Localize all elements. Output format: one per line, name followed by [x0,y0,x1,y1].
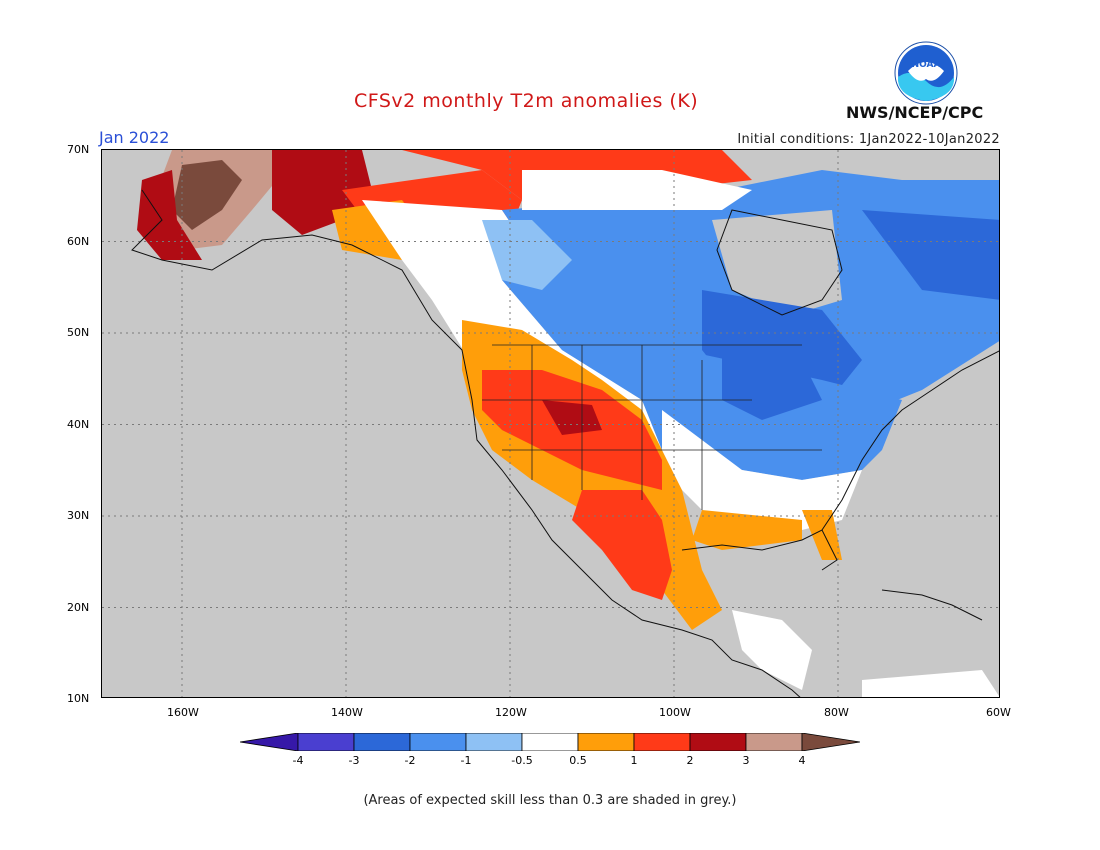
colorbar-tick-label: -2 [404,754,416,767]
region-caribbean-white [862,670,999,697]
region-us-southeast-white [662,410,862,530]
region-great-lakes-blue [722,350,822,420]
region-labrador-blue [862,210,999,300]
lat-label-30n: 30N [67,509,90,522]
skill-note: (Areas of expected skill less than 0.3 a… [363,793,737,808]
lat-label-10n: 10N [67,692,90,705]
noaa-logo-icon: NOAA [894,41,958,105]
colorbar-tick-label: 0.5 [569,754,587,767]
lat-label-50n: 50N [67,326,90,339]
lat-label-70n: 70N [67,143,90,156]
lat-label-20n: 20N [67,601,90,614]
colorbar-tick-label: 4 [798,754,806,767]
colorbar-tick-label: -0.5 [511,754,533,767]
lon-label-120w: 120W [495,706,527,719]
colorbar-swatch [297,733,355,751]
lon-label-100w: 100W [659,706,691,719]
colorbar-swatch [577,733,635,751]
colorbar-swatch [353,733,411,751]
colorbar-swatch [409,733,467,751]
colorbar-tick-label: 3 [742,754,750,767]
region-alaska-red [137,170,202,260]
region-mexico-red [572,490,672,600]
lon-label-60w: 60W [986,706,1011,719]
lon-label-140w: 140W [331,706,363,719]
lon-label-80w: 80W [824,706,849,719]
region-hudson-gray [712,210,842,315]
lon-label-160w: 160W [167,706,199,719]
colorbar-swatch [633,733,691,751]
region-central-america-white [732,610,812,690]
region-arctic-white [522,170,752,210]
colorbar-swatch [521,733,579,751]
colorbar-swatch [689,733,747,751]
colorbar-tick-label: -4 [292,754,304,767]
colorbar-tick-label: -1 [460,754,472,767]
colorbar-tick-label: 2 [686,754,694,767]
agency-label: NWS/NCEP/CPC [846,103,984,122]
chart-title: CFSv2 monthly T2m anomalies (K) [354,90,699,112]
initial-conditions-label: Initial conditions: 1Jan2022-10Jan2022 [737,132,1000,147]
colorbar-tick-label: 1 [630,754,638,767]
lat-label-60n: 60N [67,235,90,248]
svg-text:NOAA: NOAA [912,60,941,70]
coastlines [131,189,999,697]
lat-label-40n: 40N [67,418,90,431]
colorbar [240,733,860,751]
colorbar-arrow-low [240,733,299,751]
colorbar-tick-label: -3 [348,754,360,767]
anomaly-map [101,149,1000,698]
region-alaska-dark [172,160,242,230]
graticule [102,150,999,697]
state-borders [482,344,822,510]
region-florida-orange [802,510,842,560]
region-gulf-orange [692,510,802,550]
colorbar-arrow-high [801,733,860,751]
map-svg [102,150,999,697]
colorbar-swatch [465,733,523,751]
month-label: Jan 2022 [99,128,170,147]
region-canada-lighter-blue [482,220,572,290]
colorbar-swatch [745,733,803,751]
region-four-corners-darkred [542,400,602,435]
